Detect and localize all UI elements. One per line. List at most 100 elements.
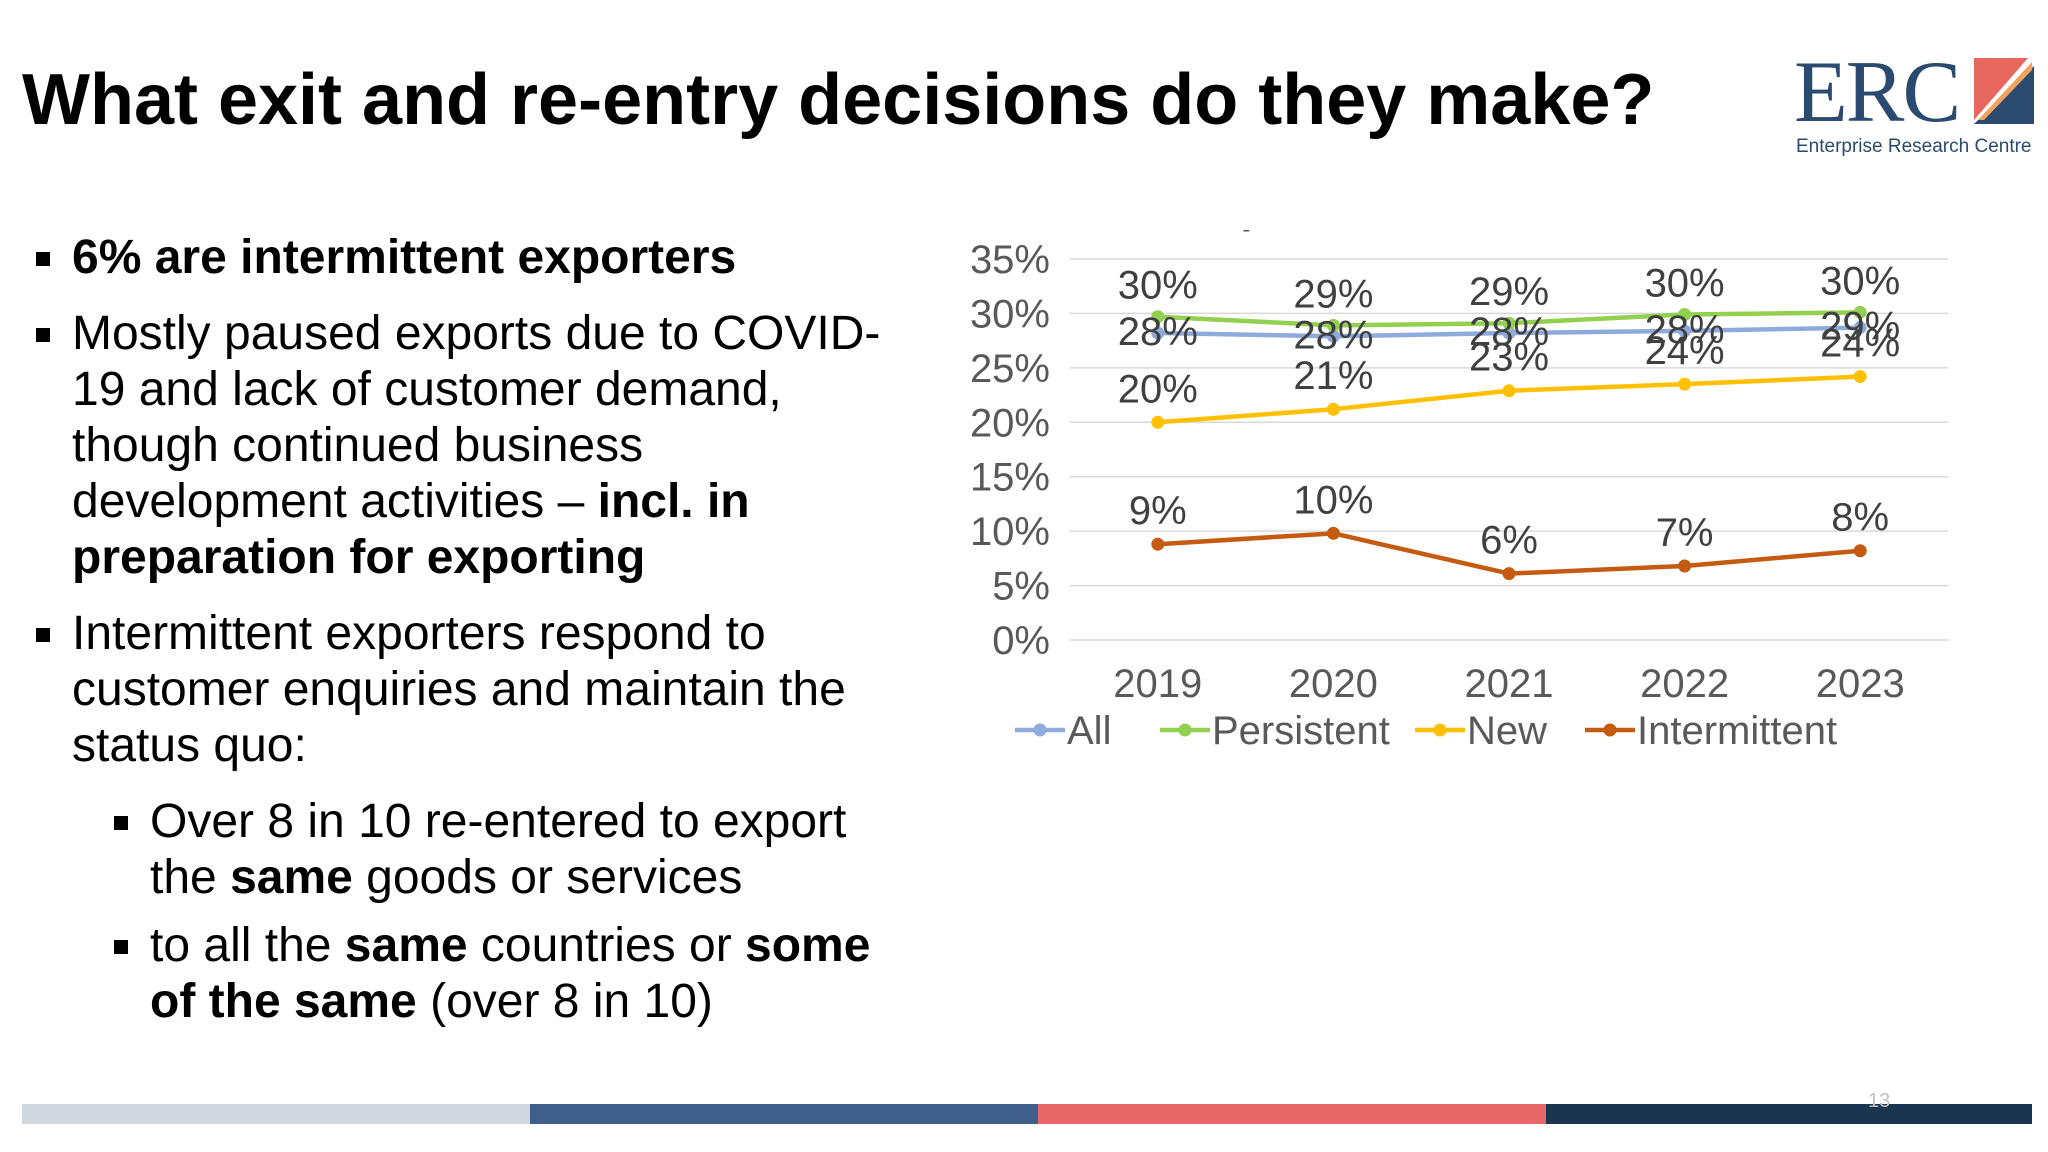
slide-title: What exit and re-entry decisions do they… — [22, 60, 1655, 140]
y-tick-label: 10% — [970, 510, 1050, 554]
data-point-all — [1853, 321, 1867, 335]
data-point-intermittent — [1502, 567, 1516, 581]
data-point-intermittent — [1853, 544, 1867, 558]
data-point-new — [1853, 370, 1867, 384]
data-point-new — [1151, 415, 1165, 429]
bullet-text-part: incl. in preparation for exporting — [72, 475, 750, 584]
sub-bullet-item: to all the same countries or some of the… — [112, 918, 914, 1030]
data-point-all — [1151, 326, 1165, 340]
bullet-text-part: same — [344, 919, 468, 972]
legend-marker-intermittent — [1603, 723, 1617, 737]
page-number: 13 — [1868, 1090, 1891, 1112]
bullet-list: 6% are intermittent exporters Mostly paus… — [34, 230, 914, 1042]
data-point-all — [1678, 324, 1692, 338]
bullet-text-part: Over 8 in 10 re-entered to export the — [150, 795, 847, 904]
bullet-text-part: some of the same — [150, 919, 871, 1028]
data-point-persistent — [1678, 308, 1692, 322]
legend-label-new: New — [1467, 709, 1547, 753]
data-label-persistent: 30% — [1820, 259, 1900, 303]
data-label-new: 20% — [1118, 367, 1198, 411]
legend-marker-all — [1033, 723, 1047, 737]
bullet-marker-icon — [114, 816, 128, 830]
data-label-all: 28% — [1469, 310, 1549, 354]
y-tick-label: 0% — [992, 619, 1050, 663]
chart-title: Exports as share of turnover — [1189, 230, 1761, 232]
data-label-all: 29% — [1820, 305, 1900, 349]
data-label-intermittent: 7% — [1656, 511, 1714, 555]
bullet-marker-icon — [36, 328, 50, 342]
footer-bar-2 — [530, 1104, 1038, 1124]
bullet-text-part: Intermittent exporters respond to custom… — [72, 607, 846, 772]
footer-bar-1 — [22, 1104, 530, 1124]
data-point-persistent — [1326, 318, 1340, 332]
data-point-all — [1326, 329, 1340, 343]
data-point-intermittent — [1151, 537, 1165, 551]
bullet-item: 6% are intermittent exporters — [34, 230, 914, 286]
footer-bar-4 — [1546, 1104, 2032, 1124]
bullet-text-part: same — [230, 851, 353, 904]
data-label-new: 24% — [1820, 322, 1900, 366]
footer-bar-3 — [1038, 1104, 1546, 1124]
bullet-text-part: Mostly paused exports due to COVID-19 an… — [72, 307, 881, 528]
bullet-text-part: to all the — [150, 919, 345, 972]
data-label-new: 23% — [1469, 336, 1549, 380]
data-label-all: 28% — [1118, 310, 1198, 354]
data-label-intermittent: 9% — [1129, 489, 1187, 533]
data-label-all: 28% — [1293, 313, 1373, 357]
legend-label-persistent: Persistent — [1212, 709, 1390, 753]
bullet-item: Mostly paused exports due to COVID-19 an… — [34, 306, 914, 586]
data-label-all: 28% — [1645, 308, 1725, 352]
legend-label-intermittent: Intermittent — [1637, 709, 1837, 753]
bullet-marker-icon — [36, 252, 50, 266]
x-tick-label: 2022 — [1640, 662, 1729, 706]
y-tick-label: 5% — [992, 565, 1050, 609]
data-point-new — [1326, 402, 1340, 416]
data-point-new — [1678, 377, 1692, 391]
y-tick-label: 25% — [970, 347, 1050, 391]
data-point-intermittent — [1678, 559, 1692, 573]
y-tick-label: 35% — [970, 238, 1050, 282]
data-point-new — [1502, 384, 1516, 398]
y-tick-label: 15% — [970, 456, 1050, 500]
data-label-persistent: 29% — [1469, 270, 1549, 314]
data-label-intermittent: 6% — [1480, 519, 1538, 563]
x-tick-label: 2023 — [1816, 662, 1905, 706]
data-label-intermittent: 8% — [1831, 496, 1889, 540]
bullet-item: Intermittent exporters respond to custom… — [34, 606, 914, 774]
x-tick-label: 2020 — [1289, 662, 1378, 706]
bullet-text-part: goods or services — [352, 851, 743, 904]
bullet-text-part: (over 8 in 10) — [416, 975, 713, 1028]
sub-bullet-item: Over 8 in 10 re-entered to export the sa… — [112, 794, 914, 906]
data-label-intermittent: 10% — [1293, 478, 1373, 522]
x-tick-label: 2021 — [1465, 662, 1554, 706]
y-tick-label: 20% — [970, 401, 1050, 445]
line-chart: Exports as share of turnover 0% 5% 10% 15% 20… — [950, 230, 2000, 1010]
logo-letters: ERC — [1794, 44, 1961, 141]
logo-subtitle: Enterprise Research Centre — [1796, 136, 2032, 157]
data-point-persistent — [1853, 305, 1867, 319]
data-point-intermittent — [1326, 526, 1340, 540]
logo-mark-icon — [1974, 58, 2034, 124]
series-line-new — [1157, 374, 1861, 425]
x-tick-label: 2019 — [1113, 662, 1202, 706]
bullet-marker-icon — [114, 940, 128, 954]
bullet-text-part: countries or — [467, 919, 746, 972]
data-point-all — [1502, 326, 1516, 340]
data-label-new: 21% — [1293, 354, 1373, 398]
bullet-text-part: 6% are intermittent exporters — [72, 231, 737, 284]
legend-marker-persistent — [1178, 723, 1192, 737]
data-label-persistent: 30% — [1645, 262, 1725, 306]
data-label-new: 24% — [1645, 329, 1725, 373]
y-tick-label: 30% — [970, 292, 1050, 336]
legend-label-all: All — [1067, 709, 1111, 753]
data-label-persistent: 30% — [1118, 264, 1198, 308]
logo-mark-red — [1974, 58, 2028, 120]
logo-mark-orange — [1978, 62, 2032, 120]
chart-svg: Exports as share of turnover 0% 5% 10% 15% 20… — [970, 230, 1948, 753]
data-label-persistent: 29% — [1293, 272, 1373, 316]
erc-logo: ERC Enterprise Research Centre — [1794, 44, 2040, 164]
data-point-persistent — [1151, 310, 1165, 324]
data-point-persistent — [1502, 316, 1516, 330]
legend-marker-new — [1433, 723, 1447, 737]
bullet-marker-icon — [36, 628, 50, 642]
